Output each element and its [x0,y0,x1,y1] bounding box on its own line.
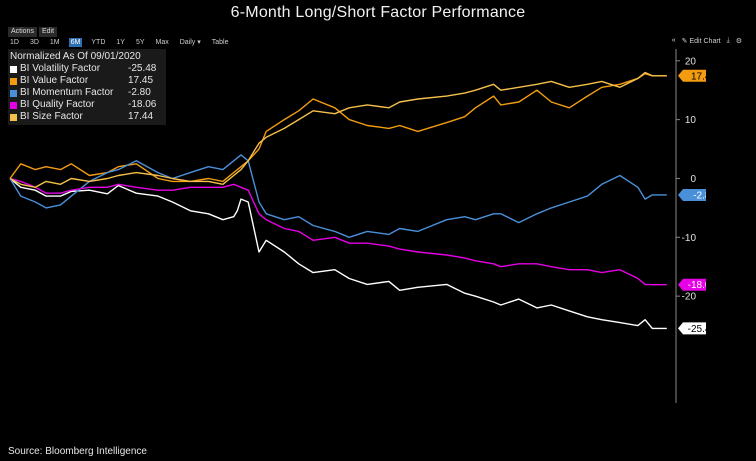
legend-series-name: BI Volatility Factor [20,63,101,74]
range-selector: 1D 3D 1M 6M YTD 1Y 5Y Max Daily ▾ Table [8,37,231,47]
value-label-text: -18.06 [688,280,706,291]
series-line-bi-value-factor [9,73,667,183]
legend-series-value: -2.80 [128,87,151,98]
legend-series-name: BI Momentum Factor [20,87,114,98]
legend-swatch [10,65,17,73]
range-button-3d[interactable]: 3D [29,38,39,46]
download-icon[interactable]: ⤓ [726,37,730,44]
series-line-bi-size-factor [9,71,667,189]
legend-item[interactable]: BI Quality Factor -18.06 [10,99,166,111]
series-line-bi-momentum-factor [9,154,667,239]
series-lines [9,71,667,330]
range-button-5y[interactable]: 5Y [135,38,145,46]
legend-item[interactable]: BI Value Factor 17.45 [10,75,166,87]
actions-menu-button[interactable]: Actions [8,27,37,37]
table-button[interactable]: Table [211,38,229,46]
legend-series-name: BI Value Factor [20,75,89,86]
value-label-text: -2.80 [693,190,706,201]
legend-series-value: 17.44 [128,111,154,122]
y-tick-label: -20 [682,292,697,303]
pencil-icon: ✎ [681,38,690,45]
legend-series-value: -18.06 [128,99,157,110]
value-label-box [678,278,706,291]
range-button-1m[interactable]: 1M [49,38,60,46]
y-tick-label: 0 [690,174,696,185]
edit-menu-button[interactable]: Edit [38,27,58,37]
legend-swatch [10,89,17,97]
value-label-text: 17.45 [691,71,706,82]
value-label-box [678,188,706,201]
legend-header: Normalized As Of 09/01/2020 [10,51,141,62]
chevron-left-icon[interactable]: « [671,37,676,44]
range-button-1d[interactable]: 1D [10,38,19,46]
legend-swatch [10,77,17,85]
series-line-bi-quality-factor [9,177,667,286]
value-label-text: -25.48 [688,324,706,335]
edit-chart-label: Edit Chart [689,38,721,45]
range-button-6m[interactable]: 6M [68,37,83,47]
series-line-bi-volatility-factor [9,177,667,330]
legend-rows: BI Volatility Factor -25.48 BI Value Facto… [10,63,166,123]
range-button-1y[interactable]: 1Y [116,38,125,46]
legend-item[interactable]: BI Volatility Factor -25.48 [10,63,166,75]
chart-title: 6-Month Long/Short Factor Performance [230,4,526,21]
legend: Normalized As Of 09/01/2020 BI Volatilit… [8,49,166,125]
range-button-ytd[interactable]: YTD [91,38,106,46]
legend-series-name: BI Quality Factor [20,99,95,110]
value-label-box [678,322,706,335]
y-tick-label: 20 [685,56,697,67]
edit-chart-button[interactable]: ✎ Edit Chart [682,37,721,45]
legend-swatch [10,101,17,109]
legend-item[interactable]: BI Size Factor 17.44 [10,111,166,123]
chart-tools: « ✎ Edit Chart ⤓ ⚙ [672,37,742,45]
value-labels: 17.45 -2.80 -18.06 -25.48 [678,69,706,335]
range-button-max[interactable]: Max [155,38,169,46]
legend-series-value: 17.45 [128,75,154,86]
value-label-box [678,69,706,82]
legend-series-name: BI Size Factor [20,111,83,122]
y-tick-label: -10 [682,233,697,244]
interval-select[interactable]: Daily ▾ [179,38,201,46]
legend-series-value: -25.48 [128,63,157,74]
settings-icon[interactable]: ⚙ [735,38,742,45]
source-note: Source: Bloomberg Intelligence [8,446,147,457]
y-tick-label: 10 [685,115,697,126]
legend-swatch [10,113,17,121]
chart-toolbar-top: Actions Edit [8,27,58,37]
legend-item[interactable]: BI Momentum Factor -2.80 [10,87,166,99]
